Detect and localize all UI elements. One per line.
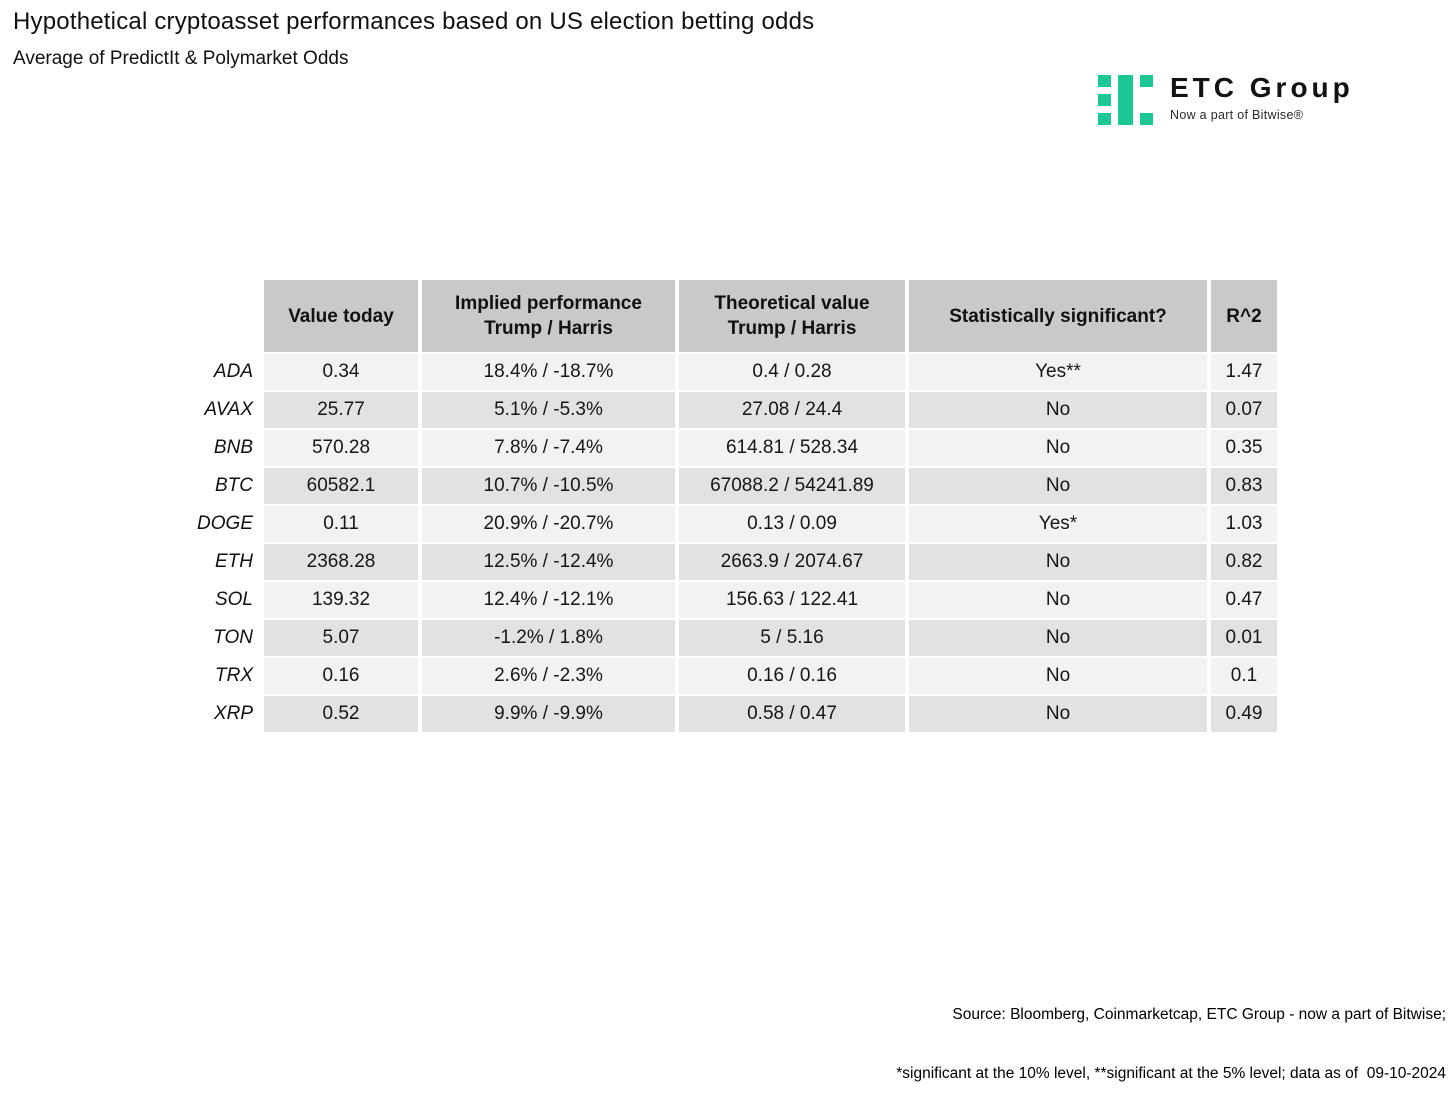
table-row: TON 5.07 -1.2% / 1.8% 5 / 5.16 No 0.01: [160, 618, 1281, 658]
cell-statistically-significant: No: [905, 694, 1211, 734]
asset-label: SOL: [160, 580, 264, 620]
significance-line: *significant at the 10% level, **signifi…: [896, 1064, 1446, 1082]
cell-theoretical-value: 27.08 / 24.4: [675, 390, 909, 430]
table-row: BTC 60582.1 10.7% / -10.5% 67088.2 / 542…: [160, 466, 1281, 506]
corner-cell: [160, 278, 264, 354]
cell-statistically-significant: No: [905, 428, 1211, 468]
asset-label: TRX: [160, 656, 264, 696]
cell-statistically-significant: Yes*: [905, 504, 1211, 544]
cell-statistically-significant: No: [905, 580, 1211, 620]
table-row: SOL 139.32 12.4% / -12.1% 156.63 / 122.4…: [160, 580, 1281, 620]
cell-theoretical-value: 156.63 / 122.41: [675, 580, 909, 620]
cell-theoretical-value: 0.4 / 0.28: [675, 352, 909, 392]
cell-r-squared: 0.1: [1207, 656, 1281, 696]
col-header-line: Trump / Harris: [484, 318, 613, 339]
cell-statistically-significant: No: [905, 656, 1211, 696]
cell-value-today: 0.34: [260, 352, 422, 392]
cell-statistically-significant: No: [905, 466, 1211, 506]
cell-statistically-significant: No: [905, 390, 1211, 430]
asset-label: XRP: [160, 694, 264, 734]
cell-implied-performance: 12.5% / -12.4%: [418, 542, 679, 582]
table-row: BNB 570.28 7.8% / -7.4% 614.81 / 528.34 …: [160, 428, 1281, 468]
cell-theoretical-value: 5 / 5.16: [675, 618, 909, 658]
table-row: AVAX 25.77 5.1% / -5.3% 27.08 / 24.4 No …: [160, 390, 1281, 430]
cell-value-today: 570.28: [260, 428, 422, 468]
cell-theoretical-value: 614.81 / 528.34: [675, 428, 909, 468]
col-header-line: Theoretical value: [714, 293, 870, 314]
cell-implied-performance: 7.8% / -7.4%: [418, 428, 679, 468]
page-title: Hypothetical cryptoasset performances ba…: [13, 8, 815, 35]
asset-label: ETH: [160, 542, 264, 582]
table-header-row: Value today Implied performance Trump / …: [160, 278, 1281, 354]
asset-label: DOGE: [160, 504, 264, 544]
cell-r-squared: 0.07: [1207, 390, 1281, 430]
col-header-implied-performance: Implied performance Trump / Harris: [418, 278, 679, 354]
asset-label: AVAX: [160, 390, 264, 430]
etc-group-logo-icon: [1098, 75, 1153, 125]
cell-theoretical-value: 0.16 / 0.16: [675, 656, 909, 696]
cell-value-today: 25.77: [260, 390, 422, 430]
logo-wordmark: ETC Group: [1170, 72, 1354, 103]
cell-value-today: 139.32: [260, 580, 422, 620]
cell-implied-performance: 18.4% / -18.7%: [418, 352, 679, 392]
col-header-line: Trump / Harris: [727, 318, 857, 339]
cell-value-today: 5.07: [260, 618, 422, 658]
cell-theoretical-value: 0.13 / 0.09: [675, 504, 909, 544]
cell-theoretical-value: 67088.2 / 54241.89: [675, 466, 909, 506]
cell-implied-performance: 20.9% / -20.7%: [418, 504, 679, 544]
cell-implied-performance: 9.9% / -9.9%: [418, 694, 679, 734]
cell-value-today: 0.52: [260, 694, 422, 734]
cell-implied-performance: -1.2% / 1.8%: [418, 618, 679, 658]
cell-value-today: 0.16: [260, 656, 422, 696]
cell-implied-performance: 5.1% / -5.3%: [418, 390, 679, 430]
asset-label: BNB: [160, 428, 264, 468]
logo-tagline: Now a part of Bitwise®: [1170, 108, 1304, 122]
source-line: Source: Bloomberg, Coinmarketcap, ETC Gr…: [952, 1006, 1446, 1023]
cell-implied-performance: 10.7% / -10.5%: [418, 466, 679, 506]
cell-value-today: 2368.28: [260, 542, 422, 582]
cell-value-today: 0.11: [260, 504, 422, 544]
table-row: ETH 2368.28 12.5% / -12.4% 2663.9 / 2074…: [160, 542, 1281, 582]
crypto-performance-table: Value today Implied performance Trump / …: [160, 278, 1281, 734]
cell-r-squared: 0.47: [1207, 580, 1281, 620]
cell-theoretical-value: 0.58 / 0.47: [675, 694, 909, 734]
asset-label: BTC: [160, 466, 264, 506]
cell-r-squared: 1.47: [1207, 352, 1281, 392]
col-header-theoretical-value: Theoretical value Trump / Harris: [675, 278, 909, 354]
cell-r-squared: 0.82: [1207, 542, 1281, 582]
cell-value-today: 60582.1: [260, 466, 422, 506]
cell-r-squared: 0.83: [1207, 466, 1281, 506]
logo-text: ETC Group Now a part of Bitwise®: [1170, 72, 1354, 123]
cell-implied-performance: 2.6% / -2.3%: [418, 656, 679, 696]
cell-statistically-significant: No: [905, 618, 1211, 658]
col-header-r-squared: R^2: [1207, 278, 1281, 354]
etc-group-logo: ETC Group Now a part of Bitwise®: [1098, 73, 1354, 125]
source-footnote: Source: Bloomberg, Coinmarketcap, ETC Gr…: [896, 966, 1446, 1103]
cell-r-squared: 0.01: [1207, 618, 1281, 658]
asset-label: ADA: [160, 352, 264, 392]
page-subtitle: Average of PredictIt & Polymarket Odds: [13, 48, 349, 69]
table-row: ADA 0.34 18.4% / -18.7% 0.4 / 0.28 Yes**…: [160, 352, 1281, 392]
col-header-line: Implied performance: [455, 293, 642, 314]
header-titles: Hypothetical cryptoasset performances ba…: [13, 8, 814, 70]
col-header-statistically-significant: Statistically significant?: [905, 278, 1211, 354]
table-row: XRP 0.52 9.9% / -9.9% 0.58 / 0.47 No 0.4…: [160, 694, 1281, 734]
cell-r-squared: 0.49: [1207, 694, 1281, 734]
cell-r-squared: 0.35: [1207, 428, 1281, 468]
cell-statistically-significant: No: [905, 542, 1211, 582]
cell-r-squared: 1.03: [1207, 504, 1281, 544]
table-row: TRX 0.16 2.6% / -2.3% 0.16 / 0.16 No 0.1: [160, 656, 1281, 696]
asset-label: TON: [160, 618, 264, 658]
cell-statistically-significant: Yes**: [905, 352, 1211, 392]
table-row: DOGE 0.11 20.9% / -20.7% 0.13 / 0.09 Yes…: [160, 504, 1281, 544]
col-header-value-today: Value today: [260, 278, 422, 354]
cell-implied-performance: 12.4% / -12.1%: [418, 580, 679, 620]
cell-theoretical-value: 2663.9 / 2074.67: [675, 542, 909, 582]
